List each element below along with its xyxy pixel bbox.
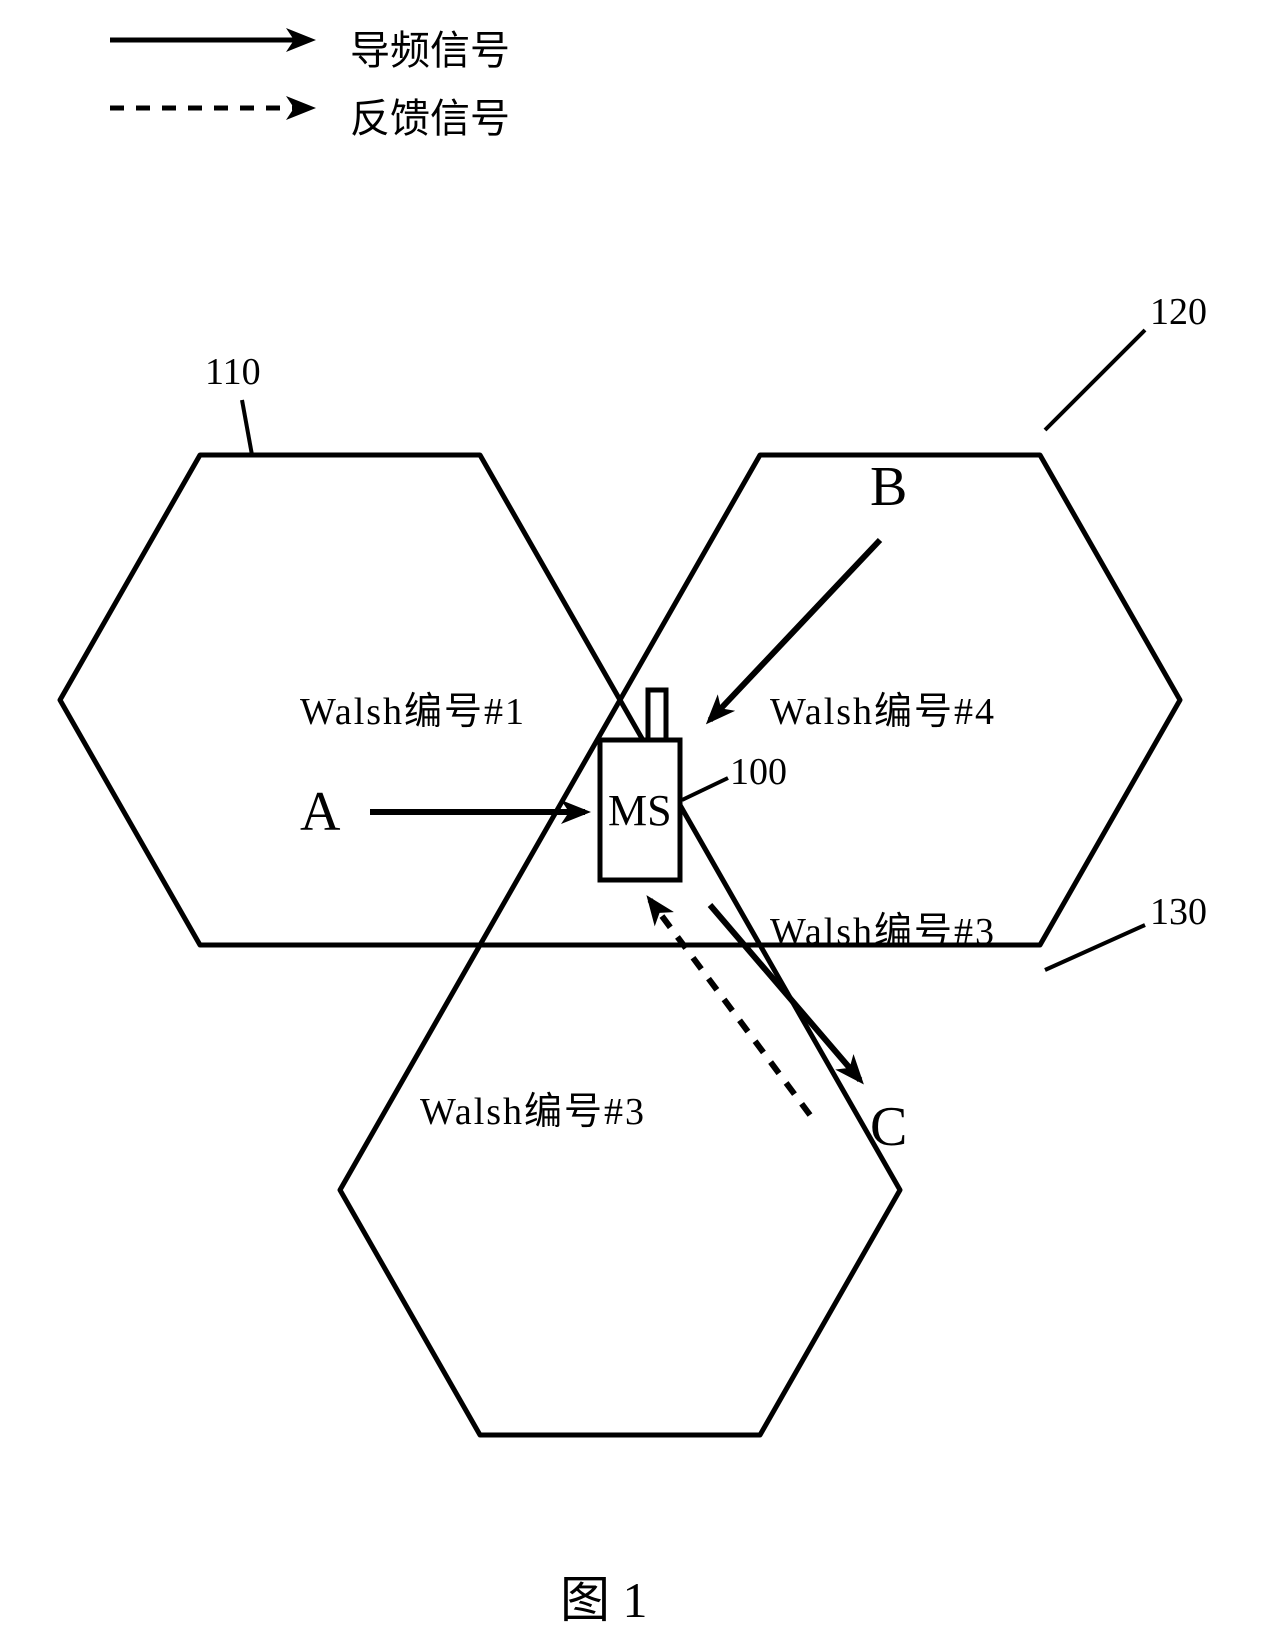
cell-id-120: 120 (1150, 290, 1207, 334)
leader-130 (1045, 925, 1145, 970)
ms-label: MS (608, 785, 672, 836)
node-b: B (870, 455, 907, 519)
cell-130 (340, 945, 900, 1435)
legend-solid-label: 导频信号 (350, 18, 510, 76)
node-a: A (300, 780, 340, 844)
leader-120 (1045, 330, 1145, 430)
figure-label: 图 1 (560, 1560, 648, 1632)
node-c: C (870, 1095, 907, 1159)
legend-dashed-label: 反馈信号 (350, 86, 510, 144)
leader-100 (682, 778, 728, 800)
ms-antenna (648, 690, 666, 740)
walsh-3b: Walsh编号#3 (420, 1080, 646, 1135)
cell-id-130: 130 (1150, 890, 1207, 934)
walsh-4: Walsh编号#4 (770, 680, 996, 735)
ms-id-100: 100 (730, 750, 787, 794)
cell-id-110: 110 (205, 350, 261, 394)
walsh-1: Walsh编号#1 (300, 680, 526, 735)
leader-110 (242, 400, 252, 455)
walsh-3a: Walsh编号#3 (770, 900, 996, 955)
